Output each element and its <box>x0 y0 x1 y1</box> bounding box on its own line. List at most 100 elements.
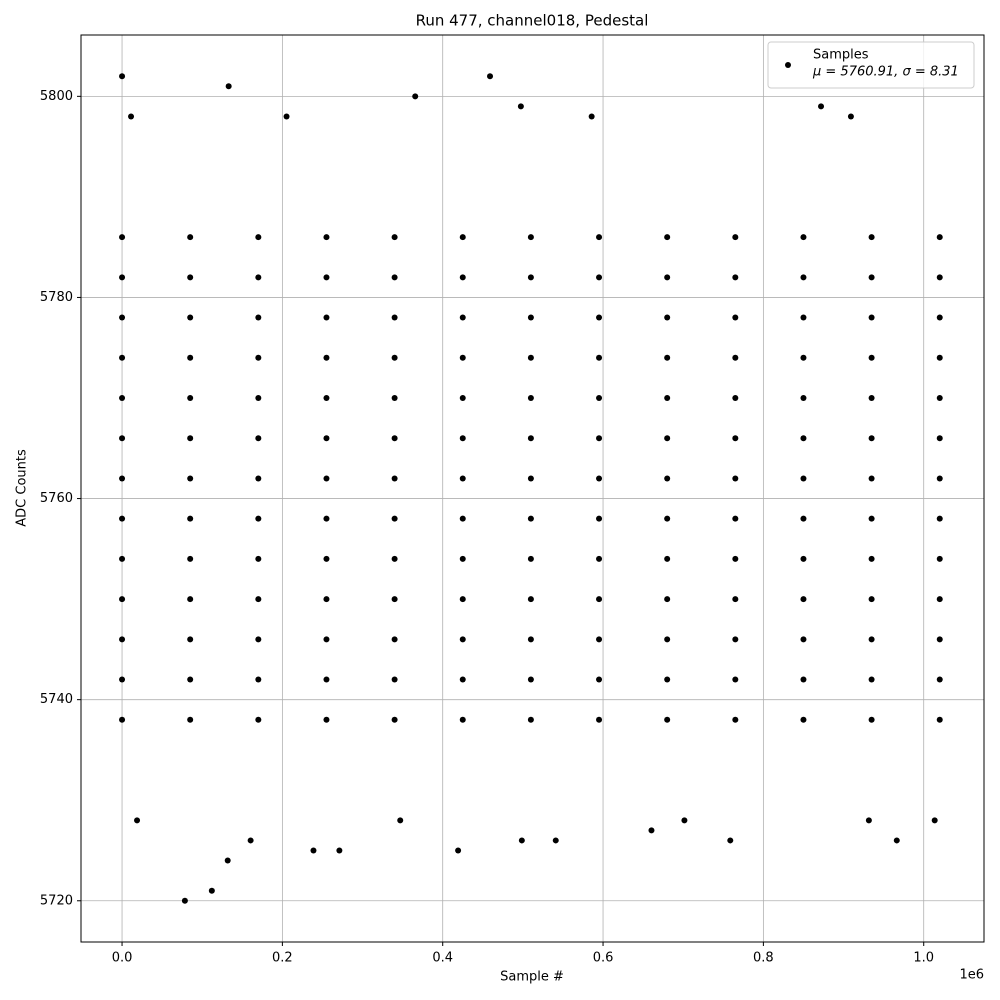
legend <box>767 41 975 89</box>
point <box>187 475 194 482</box>
point <box>527 274 534 281</box>
point <box>455 847 462 854</box>
point <box>119 73 126 80</box>
point <box>596 716 603 723</box>
point <box>412 93 419 100</box>
point <box>527 636 534 643</box>
point <box>664 395 671 402</box>
point <box>732 636 739 643</box>
point <box>818 103 825 110</box>
point <box>732 354 739 361</box>
point <box>119 515 126 522</box>
point <box>596 435 603 442</box>
point <box>517 103 524 110</box>
point <box>868 395 875 402</box>
point <box>225 83 232 90</box>
point <box>800 274 807 281</box>
point <box>664 354 671 361</box>
point <box>664 515 671 522</box>
point <box>323 636 330 643</box>
point <box>732 234 739 241</box>
x-tick-label: 0.4 <box>432 951 453 966</box>
point <box>664 636 671 643</box>
y-tick-label: 5780 <box>40 290 73 305</box>
y-tick-label: 5720 <box>40 893 73 908</box>
x-axis-label: Sample # <box>500 970 564 985</box>
point <box>208 887 215 894</box>
point <box>527 234 534 241</box>
point <box>336 847 343 854</box>
point <box>224 857 231 864</box>
point <box>397 817 404 824</box>
point <box>800 636 807 643</box>
point <box>459 234 466 241</box>
point <box>596 314 603 321</box>
point <box>187 515 194 522</box>
point <box>128 113 135 120</box>
point <box>527 395 534 402</box>
point <box>187 596 194 603</box>
point <box>459 676 466 683</box>
legend-marker <box>785 62 791 68</box>
point <box>732 274 739 281</box>
y-tick-label: 5800 <box>40 89 73 104</box>
point <box>588 113 595 120</box>
point <box>800 314 807 321</box>
point <box>391 596 398 603</box>
point <box>255 596 262 603</box>
point <box>187 636 194 643</box>
point <box>134 817 141 824</box>
point <box>391 515 398 522</box>
point <box>255 354 262 361</box>
point <box>187 234 194 241</box>
point <box>664 314 671 321</box>
point <box>255 234 262 241</box>
point <box>931 817 938 824</box>
point <box>391 555 398 562</box>
point <box>119 676 126 683</box>
point <box>119 475 126 482</box>
point <box>187 435 194 442</box>
point <box>936 314 943 321</box>
point <box>868 234 875 241</box>
point <box>323 515 330 522</box>
point <box>868 515 875 522</box>
point <box>119 596 126 603</box>
point <box>936 596 943 603</box>
y-tick-label: 5740 <box>40 692 73 707</box>
point <box>868 596 875 603</box>
point <box>936 354 943 361</box>
point <box>255 676 262 683</box>
point <box>255 314 262 321</box>
point <box>936 515 943 522</box>
point <box>936 435 943 442</box>
point <box>119 716 126 723</box>
point <box>119 314 126 321</box>
point <box>459 274 466 281</box>
y-axis-label: ADC Counts <box>15 449 30 527</box>
point <box>936 475 943 482</box>
point <box>800 395 807 402</box>
point <box>323 234 330 241</box>
x-tick-label: 1.0 <box>913 951 934 966</box>
point <box>323 596 330 603</box>
point <box>596 274 603 281</box>
point <box>936 676 943 683</box>
point <box>800 515 807 522</box>
point <box>868 716 875 723</box>
point <box>936 274 943 281</box>
point <box>681 817 688 824</box>
point <box>868 555 875 562</box>
point <box>255 716 262 723</box>
point <box>868 274 875 281</box>
point <box>936 716 943 723</box>
point <box>868 636 875 643</box>
point <box>596 475 603 482</box>
point <box>391 636 398 643</box>
point <box>181 897 188 904</box>
point <box>596 515 603 522</box>
point <box>596 354 603 361</box>
point <box>391 475 398 482</box>
point <box>800 716 807 723</box>
